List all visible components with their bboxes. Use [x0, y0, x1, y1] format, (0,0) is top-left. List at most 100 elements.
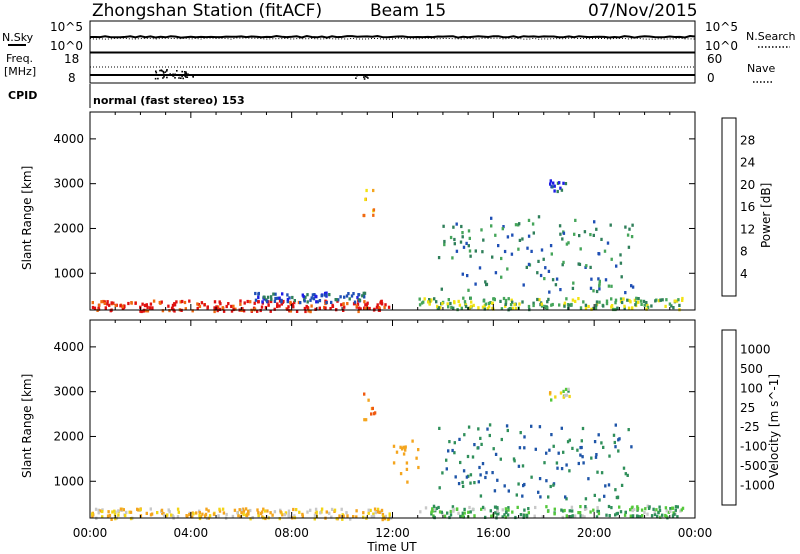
heatmap-cell: [225, 304, 228, 309]
time-axis-labels: 00:00 04:00 08:00 12:00 16:00 20:00 00:00: [73, 526, 713, 540]
heatmap-cell: [541, 515, 544, 519]
heatmap-cell: [500, 307, 504, 311]
heatmap-cell: [584, 306, 588, 310]
heatmap-cell: [631, 285, 635, 289]
heatmap-cell: [340, 507, 343, 511]
heatmap-cell: [652, 507, 655, 511]
heatmap-cell: [452, 225, 455, 229]
heatmap-cell: [428, 298, 431, 302]
freq-label-line1: Freq.: [6, 52, 33, 65]
heatmap-cell: [346, 514, 349, 518]
heatmap-cell: [364, 197, 367, 202]
heatmap-cell: [564, 495, 567, 499]
heatmap-cell: [212, 512, 216, 516]
heatmap-cell: [196, 302, 199, 306]
heatmap-cell: [303, 299, 306, 303]
heatmap-cell: [291, 295, 294, 300]
heatmap-cell: [97, 511, 100, 515]
nsearch-tick-high: 10^5: [705, 20, 738, 34]
heatmap-cell: [678, 303, 681, 307]
velocity-heatmap: [91, 387, 685, 522]
heatmap-cell: [341, 513, 344, 517]
heatmap-cell: [433, 508, 436, 512]
heatmap-cell: [356, 302, 360, 306]
heatmap-cell: [310, 304, 313, 308]
heatmap-cell: [435, 506, 438, 510]
heatmap-cell: [368, 306, 371, 311]
nave-tick-high: 60: [707, 52, 722, 66]
heatmap-cell: [97, 306, 100, 310]
heatmap-cell: [552, 181, 555, 185]
heatmap-cell: [427, 300, 430, 304]
freq-point: [185, 74, 187, 76]
colorbar-tick-label: 4: [740, 267, 748, 281]
heatmap-cell: [604, 278, 608, 282]
heatmap-cell: [618, 505, 621, 509]
heatmap-cell: [676, 515, 679, 519]
heatmap-cell: [339, 295, 342, 299]
heatmap-cell: [574, 299, 577, 303]
heatmap-cell: [181, 299, 184, 304]
heatmap-cell: [473, 481, 476, 485]
heatmap-cell: [269, 299, 273, 304]
nsearch-label: N.Search: [746, 30, 796, 43]
heatmap-cell: [176, 507, 180, 511]
heatmap-cell: [469, 254, 472, 258]
heatmap-cell: [623, 513, 627, 517]
heatmap-cell: [573, 514, 577, 518]
heatmap-cell: [123, 305, 126, 309]
freq-point: [172, 75, 174, 77]
heatmap-cell: [367, 511, 370, 515]
heatmap-cell: [622, 297, 625, 301]
heatmap-cell: [650, 514, 654, 518]
heatmap-cell: [442, 224, 445, 228]
heatmap-cell: [598, 498, 601, 502]
heatmap-cell: [555, 277, 559, 281]
heatmap-cell: [547, 269, 551, 273]
heatmap-cell: [271, 513, 274, 517]
heatmap-cell: [343, 305, 346, 309]
heatmap-cell: [578, 511, 582, 515]
nave-label: Nave: [747, 62, 775, 75]
heatmap-cell: [579, 247, 582, 251]
heatmap-cell: [329, 307, 332, 311]
heatmap-cell: [276, 296, 279, 300]
heatmap-cell: [602, 445, 605, 449]
heatmap-cell: [149, 513, 153, 517]
heatmap-cell: [504, 304, 507, 308]
heatmap-cell: [114, 517, 117, 521]
heatmap-cell: [222, 511, 226, 515]
heatmap-cell: [480, 442, 483, 446]
colorbar-tick-label: 100: [740, 381, 763, 395]
heatmap-cell: [387, 305, 391, 309]
heatmap-cell: [523, 482, 526, 487]
heatmap-cell: [596, 470, 599, 474]
heatmap-cell: [420, 301, 424, 305]
heatmap-cell: [443, 239, 446, 244]
heatmap-cell: [217, 514, 220, 518]
heatmap-cell: [293, 299, 296, 303]
heatmap-cell: [191, 515, 194, 519]
heatmap-cell: [372, 208, 376, 212]
heatmap-cell: [658, 505, 661, 509]
freq-point: [169, 73, 171, 75]
heatmap-cell: [537, 215, 541, 219]
heatmap-cell: [492, 297, 496, 301]
heatmap-cell: [500, 437, 503, 442]
heatmap-cell: [107, 510, 110, 514]
heatmap-cell: [500, 275, 503, 279]
heatmap-cell: [176, 515, 180, 519]
heatmap-cell: [314, 507, 318, 511]
heatmap-cell: [489, 301, 492, 305]
heatmap-cell: [550, 303, 553, 307]
heatmap-cell: [567, 387, 570, 391]
heatmap-cell: [628, 227, 631, 231]
heatmap-cell: [373, 411, 377, 415]
heatmap-cell: [568, 438, 571, 442]
heatmap-cell: [166, 513, 169, 517]
heatmap-cell: [273, 307, 276, 311]
heatmap-cell: [626, 473, 629, 477]
heatmap-cell: [668, 302, 672, 306]
heatmap-cell: [404, 445, 407, 449]
heatmap-cell: [522, 515, 525, 519]
